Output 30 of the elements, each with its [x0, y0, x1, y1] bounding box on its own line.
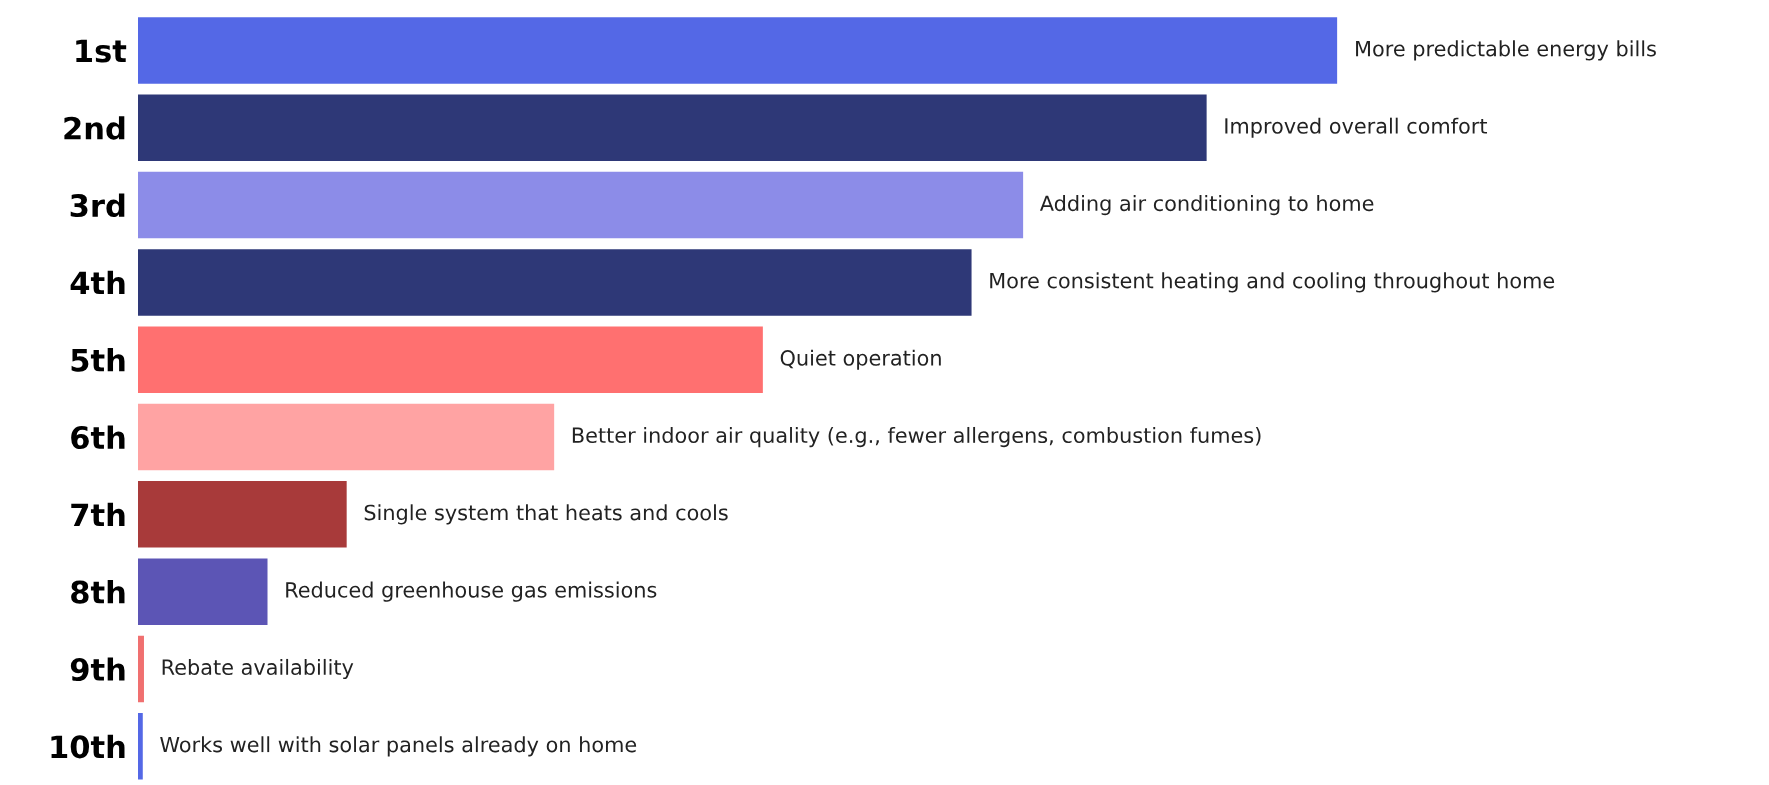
y-tick-label: 9th	[70, 657, 125, 682]
y-tick-label: 2nd	[64, 116, 125, 140]
bar	[137, 713, 143, 780]
annotation: Rebate availability	[162, 658, 354, 680]
annotation: Improved overall comfort	[1225, 117, 1488, 138]
bar	[137, 17, 1338, 84]
annotation: Better indoor air quality (e.g., fewer allergens, combustion fumes)	[572, 426, 1261, 448]
y-tick-label: 7th	[71, 502, 125, 526]
annotation: Quiet operation	[780, 349, 941, 370]
annotation: More consistent heating and cooling throughout home	[990, 272, 1555, 293]
annotation: Works well with solar panels already on home	[160, 736, 637, 757]
annotation: Single system that heats and cools	[364, 504, 728, 525]
y-tick-label: 10th	[51, 734, 125, 759]
bar	[137, 94, 1207, 162]
y-tick-label: 4th	[70, 270, 125, 295]
y-tick-label: 8th	[71, 580, 125, 604]
bar	[137, 326, 763, 393]
bar	[137, 403, 555, 471]
bar	[137, 171, 1024, 239]
y-tick-label: 5th	[71, 348, 125, 372]
bar	[137, 635, 144, 703]
bar	[137, 558, 268, 625]
annotation: Adding air conditioning to home	[1039, 195, 1374, 216]
y-tick-label: 1st	[76, 39, 127, 63]
annotation: Reduced greenhouse gas emissions	[286, 581, 657, 602]
bar	[137, 481, 347, 548]
annotation: More predictable energy bills	[1356, 40, 1656, 61]
bar	[137, 249, 972, 316]
y-tick-label: 3rd	[70, 193, 125, 218]
y-tick-label: 6th	[71, 425, 125, 450]
